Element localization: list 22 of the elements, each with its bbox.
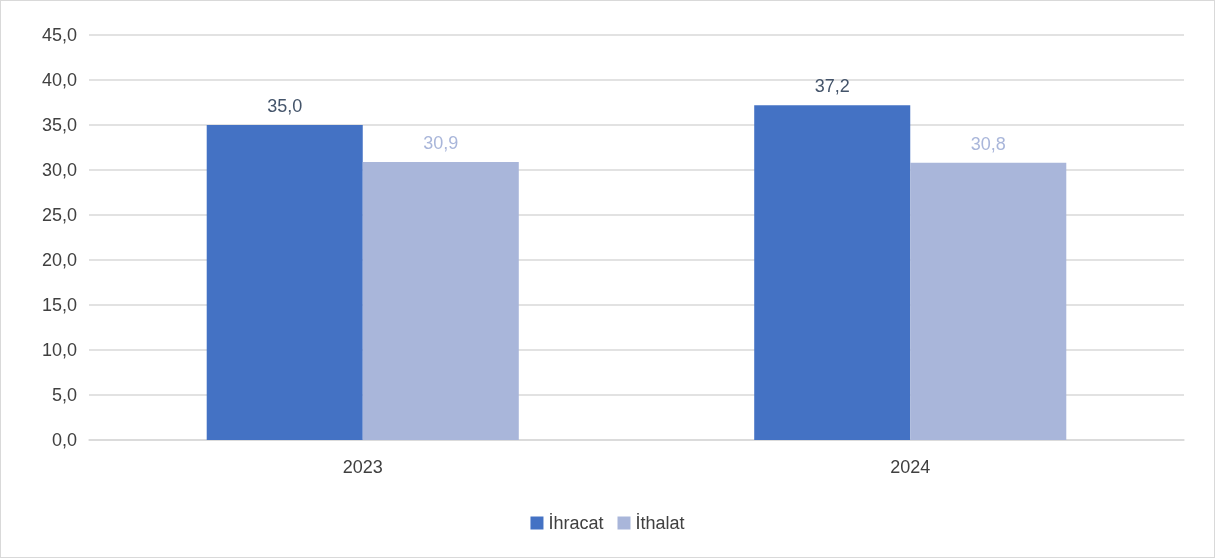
legend-label: İthalat	[635, 513, 685, 533]
y-tick-label: 10,0	[41, 340, 77, 360]
bar	[754, 105, 911, 440]
y-tick-label: 35,0	[41, 115, 77, 135]
data-label: 35,0	[267, 96, 303, 116]
y-tick-label: 25,0	[41, 205, 77, 225]
bar	[910, 162, 1067, 440]
bar	[362, 161, 519, 440]
data-label: 30,8	[970, 133, 1006, 154]
bar	[206, 125, 363, 440]
y-tick-label: 30,0	[41, 160, 77, 180]
y-tick-label: 40,0	[41, 70, 77, 90]
y-tick-label: 5,0	[51, 385, 77, 405]
x-tick-label: 2023	[342, 457, 383, 477]
y-tick-label: 20,0	[41, 250, 77, 270]
legend-label: İhracat	[548, 513, 604, 533]
x-tick-label: 2024	[890, 457, 931, 477]
y-tick-label: 0,0	[51, 430, 77, 450]
y-tick-label: 45,0	[41, 25, 77, 45]
y-tick-label: 15,0	[41, 295, 77, 315]
data-label: 30,9	[423, 132, 459, 153]
data-label: 37,2	[814, 76, 850, 97]
